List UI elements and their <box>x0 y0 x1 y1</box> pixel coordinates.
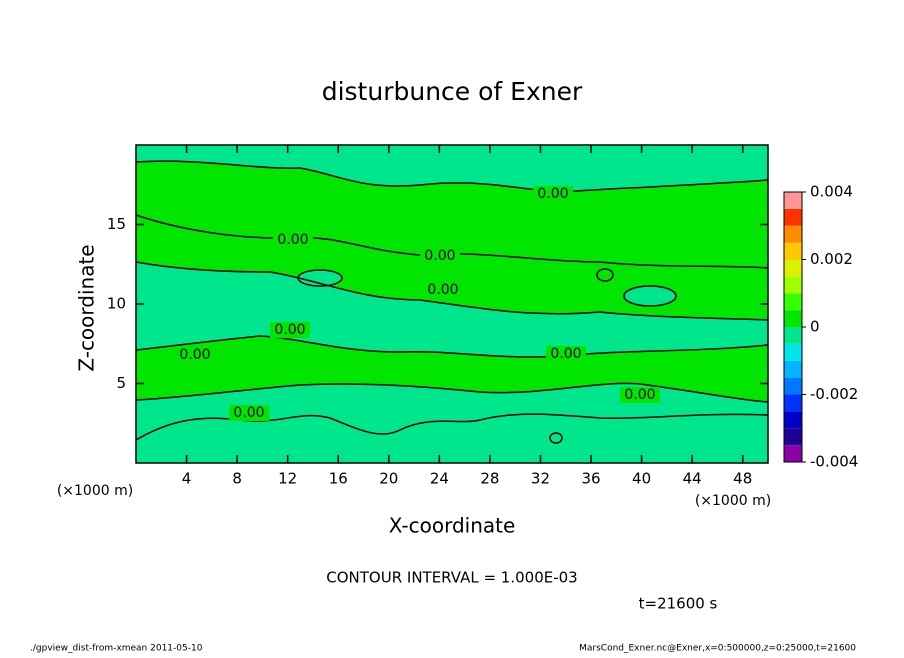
colorbar-segment <box>784 310 802 327</box>
contour-line <box>135 335 769 358</box>
x-unit-label: (×1000 m) <box>57 483 133 499</box>
contour-label: 0.00 <box>277 232 308 248</box>
contour-interval: CONTOUR INTERVAL = 1.000E-03 <box>326 569 577 587</box>
contour-label: 0.00 <box>274 322 305 338</box>
contour-lines <box>135 160 769 444</box>
colorbar-segment <box>784 192 802 209</box>
contour-label-bg <box>620 387 660 403</box>
x-unit-label: (×1000 m) <box>695 493 771 509</box>
x-tick-label: 36 <box>581 470 600 488</box>
x-tick-label: 12 <box>278 470 297 488</box>
colorbar-segment <box>784 411 802 429</box>
contour-label: 0.00 <box>424 248 455 264</box>
contour-label-bg <box>273 232 313 248</box>
contour-line <box>135 382 769 403</box>
colorbar-tick-label: 0.002 <box>810 250 853 268</box>
colorbar-segment <box>784 394 802 412</box>
x-tick-label: 48 <box>733 470 752 488</box>
x-axis-label: X-coordinate <box>389 514 516 538</box>
y-tick-label: 15 <box>107 215 126 233</box>
contour-label-bg <box>270 322 310 338</box>
colorbar-segment <box>784 225 802 243</box>
contour-label-bg <box>420 248 460 264</box>
contour-label-bg <box>546 346 586 362</box>
field-region <box>298 270 342 286</box>
colorbar-segment <box>784 276 802 294</box>
footer-left: ./gpview_dist-from-xmean 2011-05-10 <box>30 644 203 654</box>
chart-title: disturbunce of Exner <box>322 77 583 106</box>
y-tick-label: 5 <box>116 374 126 392</box>
x-tick-label: 28 <box>480 470 499 488</box>
contour-label: 0.00 <box>233 405 264 421</box>
colorbar-segment <box>784 327 802 344</box>
contour-line <box>297 269 343 287</box>
contour-label-bg <box>229 405 269 421</box>
colorbar-segment <box>784 242 802 260</box>
colorbar-segment <box>784 445 802 462</box>
contour-line <box>135 261 769 321</box>
colorbar-segment <box>784 377 802 395</box>
field-region <box>136 145 768 192</box>
colorbar-segment <box>784 208 802 226</box>
x-tick-label: 32 <box>531 470 550 488</box>
x-tick-label: 4 <box>182 470 192 488</box>
colorbar-tick-label: -0.002 <box>810 385 858 403</box>
field-region <box>624 286 676 306</box>
x-tick-label: 8 <box>232 470 242 488</box>
y-axis-label: Z-coordinate <box>75 244 99 371</box>
time-label: t=21600 s <box>639 595 718 613</box>
colorbar-segment <box>784 360 802 378</box>
colorbar-segment <box>784 259 802 277</box>
x-tick-label: 40 <box>632 470 651 488</box>
colorbar-segment <box>784 293 802 311</box>
contour-label-bg <box>175 347 215 363</box>
x-tick-label: 20 <box>379 470 398 488</box>
contour-label-bg <box>423 282 463 298</box>
contour-label: 0.00 <box>179 347 210 363</box>
x-tick-label: 24 <box>430 470 449 488</box>
field-region <box>136 383 768 463</box>
colorbar-segment <box>784 343 802 361</box>
contour-line <box>596 268 614 282</box>
contour-label: 0.00 <box>537 186 568 202</box>
contour-line <box>135 160 769 193</box>
y-tick-label: 10 <box>107 295 126 313</box>
colorbar-tick-label: 0 <box>810 318 820 336</box>
colorbar-tick-label: -0.004 <box>810 453 858 471</box>
contour-label-bg <box>533 186 573 202</box>
footer-right: MarsCond_Exner.nc@Exner,x=0:500000,z=0:2… <box>579 644 856 654</box>
colorbar-tick-label: 0.004 <box>810 183 853 201</box>
x-tick-label: 44 <box>683 470 702 488</box>
contour-label: 0.00 <box>624 387 655 403</box>
contour-label: 0.00 <box>427 282 458 298</box>
contour-label: 0.00 <box>550 346 581 362</box>
contour-line <box>549 432 563 444</box>
x-tick-label: 16 <box>329 470 348 488</box>
contour-line <box>623 285 677 307</box>
colorbar-segment <box>784 428 802 446</box>
